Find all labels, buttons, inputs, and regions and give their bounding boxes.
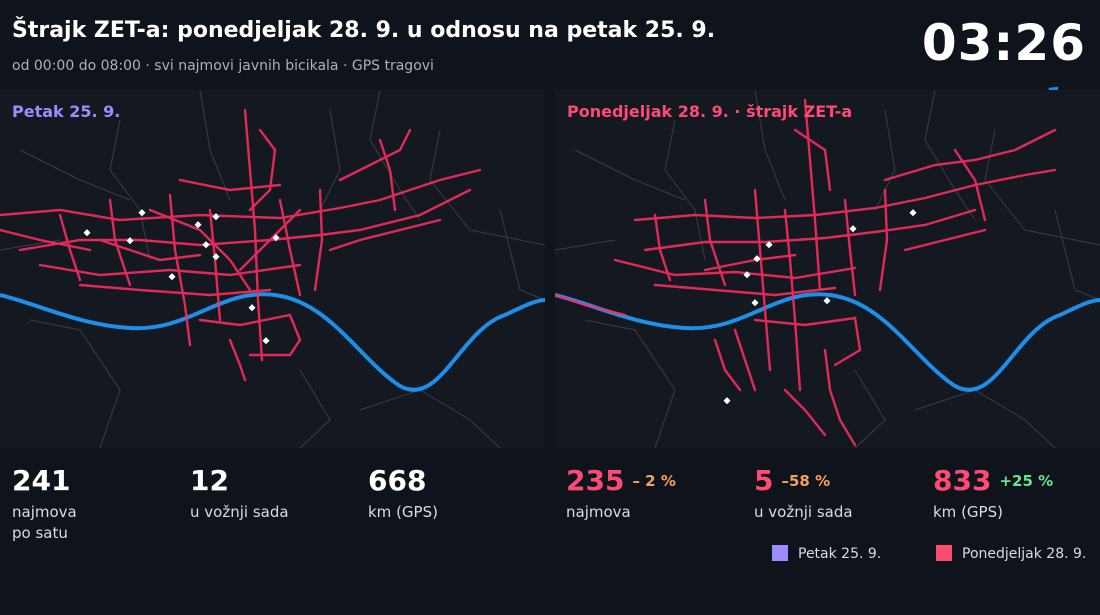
- map-panel-monday: Ponedjeljak 28. 9. · štrajk ZET-a: [555, 90, 1100, 448]
- gps-track-map-monday: [555, 90, 1100, 448]
- stat-monday-riding: 5 –58 % u vožnji sada: [754, 466, 853, 523]
- bike-gps-tracks: [0, 108, 482, 382]
- stat-monday-rentals: 235 – 2 % najmova: [566, 466, 676, 523]
- time-clock: 03:26: [921, 14, 1086, 72]
- stat-value: 235: [566, 464, 625, 497]
- background-roads: [0, 90, 545, 448]
- page-subtitle: od 00:00 do 08:00 · svi najmovi javnih b…: [12, 58, 434, 74]
- stat-change: – 2 %: [632, 472, 676, 490]
- legend-item-friday: Petak 25. 9.: [772, 545, 881, 562]
- stat-label: u vožnji sada: [754, 503, 853, 521]
- stat-friday-riding: 12 u vožnji sada: [190, 466, 289, 523]
- panel-label-monday: Ponedjeljak 28. 9. · štrajk ZET-a: [567, 102, 853, 121]
- stat-label-line2: po satu: [12, 524, 68, 542]
- stat-friday-rentals: 241 najmova po satu: [12, 466, 77, 544]
- stat-value: 5: [754, 464, 774, 497]
- stat-value: 12: [190, 464, 229, 497]
- stat-friday-km: 668 km (GPS): [368, 466, 438, 523]
- background-roads: [555, 90, 1100, 448]
- bike-position-markers: [723, 209, 917, 405]
- river-sava: [555, 292, 1100, 392]
- stat-value: 668: [368, 464, 427, 497]
- legend-label: Petak 25. 9.: [798, 546, 882, 562]
- stat-change: –58 %: [781, 472, 831, 490]
- stat-label: km (GPS): [933, 503, 1003, 521]
- stat-label: u vožnji sada: [190, 503, 289, 521]
- stat-label: najmova: [12, 503, 77, 521]
- river-sava: [0, 292, 545, 392]
- stat-value: 241: [12, 464, 71, 497]
- legend-swatch-icon: [936, 545, 952, 561]
- stat-label: km (GPS): [368, 503, 438, 521]
- legend-label: Ponedjeljak 28. 9.: [962, 546, 1087, 562]
- legend-swatch-icon: [772, 545, 788, 561]
- panel-label-friday: Petak 25. 9.: [12, 102, 121, 121]
- map-panel-friday: Petak 25. 9.: [0, 90, 545, 448]
- stat-label: najmova: [566, 503, 631, 521]
- legend-item-monday: Ponedjeljak 28. 9.: [936, 545, 1086, 562]
- stat-value: 833: [933, 464, 992, 497]
- bike-gps-tracks: [555, 98, 1057, 447]
- bike-position-markers: [83, 209, 280, 345]
- stat-monday-km: 833 +25 % km (GPS): [933, 466, 1053, 523]
- gps-track-map-friday: [0, 90, 545, 448]
- stat-change: +25 %: [999, 472, 1054, 490]
- page-title: Štrajk ZET-a: ponedjeljak 28. 9. u odnos…: [12, 18, 716, 43]
